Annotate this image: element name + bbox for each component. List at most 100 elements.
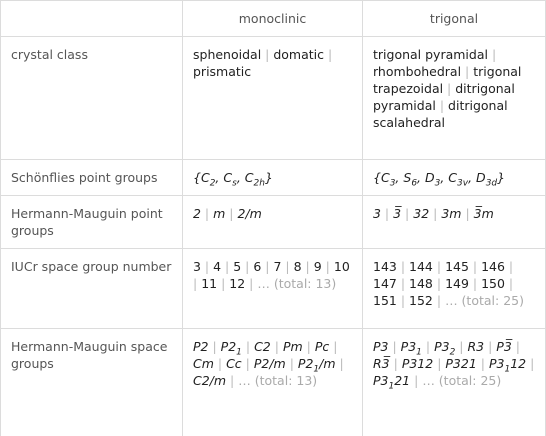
row: Schönflies point groups {C2, Cs, C2h} {C3,… [0,159,546,196]
text-run: P3 [400,339,417,354]
separator: | [221,259,234,274]
separator: | [301,259,314,274]
cell: P3 | P31 | P32 | R3 | P3̅ | R3̅ | P312 |… [362,328,546,436]
separator: | [245,276,258,291]
separator: | [432,276,446,291]
text-run: } [264,170,273,185]
cell: sphenoidal | domatic | prismatic [182,36,363,160]
separator: | [410,373,423,388]
item: P321 [445,356,477,371]
separator: | [226,373,239,388]
separator: | [225,206,238,221]
item: Pc [314,339,330,354]
separator: | [335,356,344,371]
text-run: , C [215,170,233,185]
separator: | [511,339,520,354]
total-note: (total: 25) [461,293,524,308]
item: P3 [373,339,389,354]
subscript: 1 [313,364,320,375]
separator: | [213,356,227,371]
row-label: Hermann-Mauguin space groups [0,328,183,436]
separator: | [461,64,474,79]
total-note: (total: 25) [438,373,502,388]
text-run: , C [236,170,254,185]
item: 152 [409,293,433,308]
row: Hermann-Mauguin space groups P2 | P21 | C… [0,328,546,436]
separator: | [281,259,294,274]
item: 12 [229,276,246,291]
item: 150 [481,276,505,291]
text-run: P3 [434,339,450,354]
separator: | [388,339,401,354]
separator: | [487,47,497,62]
ellipsis: … [445,293,458,308]
cell: trigonal pyramidal | rhombohedral | trig… [362,36,546,160]
item: 9 [313,259,322,274]
separator: | [261,259,274,274]
row: crystal class sphenoidal | domatic | pris… [0,36,546,160]
separator: | [217,276,230,291]
item: 3 [193,259,201,274]
row-label: Hermann-Mauguin point groups [0,195,183,249]
header-cell: trigonal [362,0,546,37]
item: 151 [373,293,397,308]
item: 11 [201,276,218,291]
subscript: 6 [411,178,418,189]
item: P21/m [298,356,336,374]
text-run: 21 [394,373,411,388]
ellipsis: … [422,373,435,388]
separator: | [324,47,333,62]
item: 144 [409,259,433,274]
text-run: , D [417,170,435,185]
subscript: 1 [388,381,395,392]
separator: | [432,259,446,274]
separator: | [432,293,446,308]
text-run: P3 [373,373,389,388]
separator: | [241,356,254,371]
separator: | [396,293,410,308]
item: 3 [373,206,381,221]
item: P31 [400,339,422,357]
item: 2 [193,206,201,221]
subscript: 2h [253,178,265,189]
text-run: , C [440,170,458,185]
separator: | [302,339,315,354]
item: 147 [373,276,397,291]
text-run: , S [395,170,412,185]
ellipsis: … [238,373,251,388]
separator: | [504,276,514,291]
text-run: , D [468,170,486,185]
separator: | [241,339,255,354]
row: IUCr space group number 3 | 4 | 5 | 6 | 7… [0,248,546,329]
text-run: {C [193,170,210,185]
separator: | [476,356,489,371]
separator: | [389,356,402,371]
subscript: 2 [209,178,216,189]
item: 6 [253,259,262,274]
item: ditrigonal scalahedral [373,98,508,130]
value: {C3, S6, D3, C3v, D3d} [373,170,505,188]
item: R3 [467,339,485,354]
subscript: 3 [434,178,441,189]
item: 3̅ [393,206,402,221]
row-label: Schönflies point groups [0,159,183,196]
item: trigonal trapezoidal [373,64,522,96]
separator: | [429,206,442,221]
item: Cc [226,356,242,371]
total-note: (total: 13) [254,373,318,388]
item: Cm [193,356,214,371]
separator: | [455,339,468,354]
separator: | [396,259,410,274]
item: 2/m [237,206,262,221]
item: ditrigonal pyramidal [373,81,515,113]
table-body: crystal class sphenoidal | domatic | pris… [0,36,546,436]
row-label: IUCr space group number [0,248,183,329]
item: P2 [193,339,209,354]
cell: 2 | m | 2/m [182,195,363,249]
separator: | [468,276,482,291]
header-cell: monoclinic [182,0,363,37]
separator: | [421,339,435,354]
item: P32 [434,339,455,357]
subscript: 3 [389,178,396,189]
text-run: /m [319,356,336,371]
